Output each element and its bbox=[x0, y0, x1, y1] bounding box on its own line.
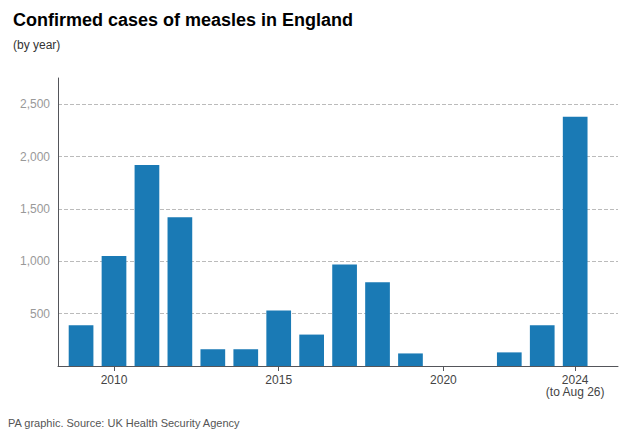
svg-text:2,000: 2,000 bbox=[20, 150, 50, 164]
svg-text:2015: 2015 bbox=[265, 373, 292, 387]
svg-text:(to Aug 26): (to Aug 26) bbox=[546, 385, 605, 399]
svg-text:1,000: 1,000 bbox=[20, 254, 50, 268]
svg-text:2020: 2020 bbox=[430, 373, 457, 387]
svg-text:PA graphic. Source: UK Health: PA graphic. Source: UK Health Security A… bbox=[8, 417, 240, 429]
svg-text:2010: 2010 bbox=[101, 373, 128, 387]
svg-text:500: 500 bbox=[30, 307, 50, 321]
svg-text:Confirmed cases of measles in: Confirmed cases of measles in England bbox=[13, 10, 353, 30]
svg-text:1,500: 1,500 bbox=[20, 202, 50, 216]
svg-text:2,500: 2,500 bbox=[20, 97, 50, 111]
svg-text:2024: 2024 bbox=[561, 373, 589, 387]
svg-text:(by year): (by year) bbox=[13, 38, 60, 52]
